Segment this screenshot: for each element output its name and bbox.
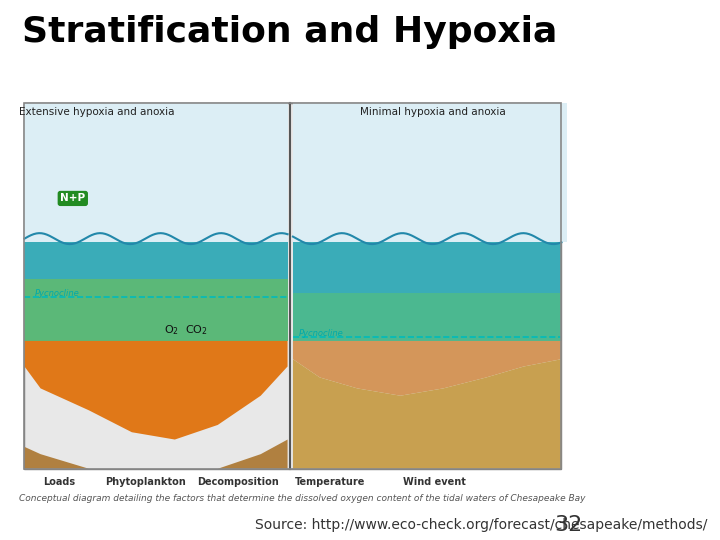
Polygon shape bbox=[24, 242, 287, 279]
Text: Source: http://www.eco-check.org/forecast/chesapeake/methods/: Source: http://www.eco-check.org/forecas… bbox=[256, 518, 708, 532]
Bar bbox=[24, 104, 562, 469]
Text: Stratification and Hypoxia: Stratification and Hypoxia bbox=[22, 15, 558, 49]
Text: N+P: N+P bbox=[60, 193, 86, 204]
Text: Phytoplankton: Phytoplankton bbox=[105, 477, 186, 487]
Polygon shape bbox=[293, 293, 562, 341]
Polygon shape bbox=[293, 242, 562, 293]
Polygon shape bbox=[24, 341, 287, 440]
Bar bbox=[293, 104, 567, 242]
Bar bbox=[24, 104, 562, 469]
Bar bbox=[24, 104, 287, 242]
Text: Minimal hypoxia and anoxia: Minimal hypoxia and anoxia bbox=[360, 107, 505, 117]
Text: Pycnocline: Pycnocline bbox=[35, 289, 80, 298]
Text: Extensive hypoxia and anoxia: Extensive hypoxia and anoxia bbox=[19, 107, 175, 117]
Text: Pycnocline: Pycnocline bbox=[298, 329, 343, 338]
Text: Wind event: Wind event bbox=[403, 477, 466, 487]
Polygon shape bbox=[24, 279, 287, 341]
Text: Loads: Loads bbox=[43, 477, 75, 487]
Text: O$_2$  CO$_2$: O$_2$ CO$_2$ bbox=[163, 323, 207, 337]
Text: Decomposition: Decomposition bbox=[197, 477, 279, 487]
Text: Conceptual diagram detailing the factors that determine the dissolved oxygen con: Conceptual diagram detailing the factors… bbox=[19, 494, 585, 503]
Polygon shape bbox=[24, 440, 287, 469]
Polygon shape bbox=[293, 341, 562, 396]
Text: Temperature: Temperature bbox=[295, 477, 366, 487]
Polygon shape bbox=[293, 359, 562, 469]
Text: 32: 32 bbox=[554, 515, 582, 535]
